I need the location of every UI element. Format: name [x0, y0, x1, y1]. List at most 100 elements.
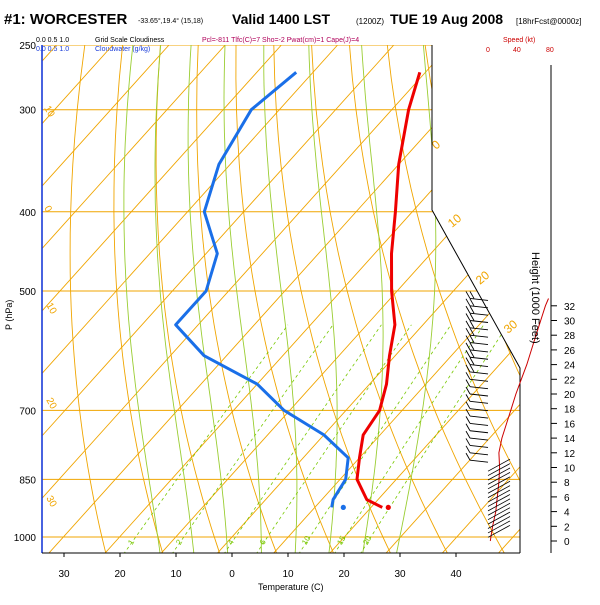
wind-barb — [470, 343, 488, 345]
height-tick-label: 26 — [564, 346, 576, 357]
dewpoint-profile — [176, 72, 349, 507]
speed-axis-label: Speed (kt) — [503, 37, 535, 44]
isotherm — [554, 45, 600, 554]
stability-indices: Pcl=-811 Tlfc(C)=7 Sho=-2 Pwat(cm)=1 Cap… — [202, 37, 359, 44]
wind-barb-flag — [466, 402, 470, 409]
height-tick-label: 4 — [564, 508, 570, 519]
dry-adiabat — [312, 45, 448, 554]
y-axis-title: P (hPa) — [4, 300, 14, 330]
mixing-ratio-label: 1 — [126, 538, 136, 547]
run-time: (1200Z) — [356, 17, 384, 26]
wind-barb — [470, 401, 488, 403]
height-tick-label: 14 — [564, 434, 576, 445]
forecast-hour: [18hrFcst@0000z] — [516, 17, 581, 26]
wind-barb-flag — [466, 416, 470, 423]
wind-barb-flag — [466, 328, 470, 335]
mixing-ratio-line — [334, 325, 484, 555]
isotherm — [104, 45, 562, 554]
isotherm-edge-label: 20 — [43, 396, 58, 412]
wind-barb — [470, 365, 488, 367]
surface-dewpoint-marker — [341, 505, 346, 510]
speed-tick-0: 0 — [486, 47, 490, 54]
mixing-ratio-line — [172, 325, 333, 555]
wind-barb-flag — [470, 299, 474, 306]
wind-barb-flag — [466, 358, 470, 365]
valid-date: TUE 19 Aug 2008 — [390, 11, 503, 27]
dry-adiabat — [425, 45, 600, 554]
wind-barb-flag — [470, 365, 474, 372]
height-axis-title: Height (1000 Feet) — [529, 252, 541, 344]
potential-temp-label: 20 — [473, 268, 492, 288]
wind-barb — [470, 313, 488, 315]
station-title: #1: WORCESTER — [4, 11, 128, 28]
wind-barb — [470, 423, 488, 425]
height-tick-label: 8 — [564, 478, 570, 489]
potential-temp-label: 10 — [445, 211, 464, 231]
isotherm — [0, 45, 113, 554]
speed-tick-40: 40 — [513, 47, 521, 54]
dry-adiabat — [576, 45, 600, 554]
station-coords: -33.65°,19.4° (15,18) — [138, 17, 203, 25]
wind-barb — [470, 372, 488, 374]
wind-barb — [470, 328, 488, 330]
height-tick-label: 0 — [564, 537, 570, 548]
moist-adiabat — [396, 45, 436, 554]
wind-barb-flag — [470, 291, 474, 298]
wind-barb — [470, 298, 488, 300]
height-tick-label: 20 — [564, 390, 576, 401]
wind-barb-flag — [470, 343, 474, 350]
x-tick-label: 10 — [170, 569, 182, 580]
wind-barb-flag — [466, 314, 470, 321]
speed-tick-80: 80 — [546, 47, 554, 54]
wind-barb-flag — [466, 365, 470, 372]
height-tick-label: 16 — [564, 419, 576, 430]
x-tick-label: 30 — [394, 569, 406, 580]
x-tick-label: 40 — [450, 569, 462, 580]
mixing-ratio-label: 10 — [300, 534, 313, 547]
x-tick-label: 10 — [282, 569, 294, 580]
wind-barb — [470, 460, 488, 462]
x-tick-label: 0 — [229, 569, 235, 580]
cloudiness-scale-label: Grid Scale Cloudiness — [95, 37, 165, 44]
valid-time: Valid 1400 LST — [232, 11, 330, 27]
wind-barb-flag — [466, 446, 470, 453]
height-tick-label: 12 — [564, 449, 576, 460]
x-tick-label: 30 — [58, 569, 70, 580]
wind-barb — [470, 438, 488, 440]
wind-barb — [470, 416, 488, 418]
mixing-ratio-label: 20 — [361, 534, 374, 547]
height-tick-label: 24 — [564, 361, 576, 372]
surface-temperature-marker — [386, 505, 391, 510]
wind-barb-flag — [470, 336, 474, 343]
pressure-tick-label: 300 — [19, 106, 36, 117]
wind-barb — [470, 357, 488, 359]
wind-barb-flag — [470, 306, 474, 313]
wind-barb — [470, 431, 488, 433]
wind-barb-flag — [466, 299, 470, 306]
dry-adiabat — [501, 45, 600, 554]
pressure-tick-label: 850 — [19, 475, 36, 486]
wind-barb-flag — [470, 350, 474, 357]
pressure-tick-label: 500 — [19, 287, 36, 298]
potential-temp-label: 30 — [501, 317, 520, 337]
x-tick-label: 20 — [338, 569, 350, 580]
wind-barb-flag — [466, 424, 470, 431]
height-tick-label: 32 — [564, 302, 576, 313]
wind-barb-flag — [466, 438, 470, 445]
wind-barb-flag — [466, 453, 470, 460]
wind-barb-flag — [470, 321, 474, 328]
pressure-tick-label: 700 — [19, 406, 36, 417]
wind-barb-flag — [470, 314, 474, 321]
pressure-tick-label: 1000 — [14, 533, 37, 544]
wind-barb-flag — [466, 321, 470, 328]
x-tick-label: 20 — [114, 569, 126, 580]
height-tick-label: 2 — [564, 522, 570, 533]
skewt-grid — [0, 45, 600, 554]
plot-frame — [42, 45, 520, 553]
wind-barb-flag — [470, 358, 474, 365]
wind-barb-flag — [466, 431, 470, 438]
wind-barb — [470, 445, 488, 447]
height-tick-label: 18 — [564, 405, 576, 416]
isotherm-edge-label: 0 — [41, 204, 54, 215]
